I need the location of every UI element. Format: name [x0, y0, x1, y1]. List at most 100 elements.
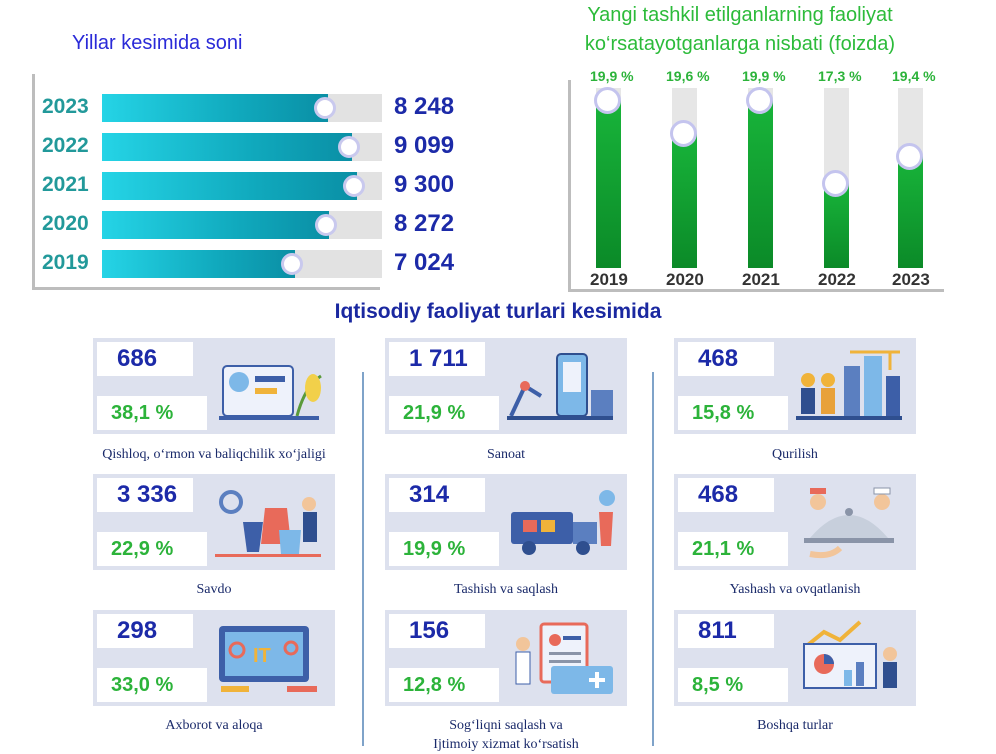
- logistics-illustration: [501, 482, 619, 564]
- sectors-title: Iqtisodiy faoliyat turlari kesimida: [334, 300, 662, 323]
- sector-percent: 15,8 %: [678, 396, 788, 430]
- sector-percent: 22,9 %: [97, 532, 207, 566]
- column-fill: [596, 100, 621, 268]
- healthcare-illustration: [501, 618, 619, 700]
- construction-illustration: [790, 346, 908, 428]
- sector-label: Qishloq, o‘rmon va baliqchilik xo‘jaligi: [83, 445, 345, 464]
- sector-label-line: Sog‘liqni saqlash va: [449, 718, 563, 733]
- sector-card: 468 21,1 %: [674, 474, 916, 570]
- bar-track: [102, 133, 382, 161]
- bar-knob: [343, 175, 365, 197]
- sector-label-line: Ijtimoiy xizmat ko‘rsatish: [433, 737, 579, 752]
- column-divider-left: [362, 372, 364, 746]
- bar-track: [102, 211, 382, 239]
- sector-label: Tashish va saqlash: [375, 580, 637, 599]
- right-chart-frame: [568, 80, 944, 292]
- column-year-label: 2019: [590, 270, 628, 289]
- sector-card: 3 336 22,9 %: [93, 474, 335, 570]
- bar-fill: [102, 172, 357, 200]
- bar-fill: [102, 133, 352, 161]
- column-value-label: 19,4 %: [892, 68, 936, 84]
- bar-year-label: 2023: [42, 95, 89, 118]
- sector-card: 811 8,5 %: [674, 610, 916, 706]
- column-divider-right: [652, 372, 654, 746]
- sector-label-line: Tashish va saqlash: [453, 582, 558, 597]
- bar-value-label: 8 248: [394, 93, 455, 120]
- shopping-illustration: [209, 482, 327, 564]
- sector-label: Yashash va ovqatlanish: [664, 580, 926, 599]
- bar-year-label: 2022: [42, 134, 89, 157]
- sector-label-line: Boshqa turlar: [757, 718, 833, 733]
- bar-value-label: 7 024: [394, 249, 455, 276]
- column-track: [594, 87, 621, 268]
- sector-percent: 8,5 %: [678, 668, 788, 702]
- sector-card: 686 38,1 %: [93, 338, 335, 434]
- sector-label: Sanoat: [375, 445, 637, 464]
- bar-year-label: 2019: [42, 251, 89, 274]
- column-knob: [822, 170, 849, 197]
- column-year-label: 2022: [818, 270, 856, 289]
- bar-value-label: 9 300: [394, 171, 455, 198]
- column-knob: [594, 87, 621, 114]
- analytics-illustration: [790, 618, 908, 700]
- sector-count: 314: [389, 478, 485, 512]
- bar-year-label: 2021: [42, 173, 89, 196]
- column-knob: [746, 87, 773, 114]
- sector-percent: 21,9 %: [389, 396, 499, 430]
- column-year-label: 2020: [666, 270, 704, 289]
- bar-track: [102, 94, 382, 122]
- sector-label: Qurilish: [664, 445, 926, 464]
- bar-fill: [102, 211, 329, 239]
- sector-percent: 38,1 %: [97, 396, 207, 430]
- bar-knob: [338, 136, 360, 158]
- svg-text:IT: IT: [253, 645, 271, 667]
- column-track: [822, 88, 849, 268]
- bar-value-label: 9 099: [394, 132, 455, 159]
- sector-label-line: Savdo: [196, 582, 232, 597]
- column-value-label: 19,6 %: [666, 68, 710, 84]
- left-chart-frame: [32, 74, 380, 290]
- left-chart-title: Yillar kesimida soni: [72, 32, 243, 54]
- bar-knob: [314, 97, 336, 119]
- column-fill: [672, 133, 697, 268]
- column-year-label: 2023: [892, 270, 930, 289]
- hospitality-illustration: [790, 482, 908, 564]
- bar-value-label: 8 272: [394, 210, 455, 237]
- column-value-label: 17,3 %: [818, 68, 862, 84]
- bar-track: [102, 172, 382, 200]
- column-knob: [896, 143, 923, 170]
- sector-label-line: Axborot va aloqa: [165, 718, 263, 733]
- sector-card: 1 711 21,9 %: [385, 338, 627, 434]
- sector-card: 468 15,8 %: [674, 338, 916, 434]
- sector-count: 1 711: [389, 342, 485, 376]
- column-track: [670, 88, 697, 268]
- sector-label: Boshqa turlar: [664, 716, 926, 735]
- bar-fill: [102, 94, 328, 122]
- sector-label: Sog‘liqni saqlash va Ijtimoiy xizmat ko‘r…: [375, 716, 637, 754]
- industry-illustration: [501, 346, 619, 428]
- column-year-label: 2021: [742, 270, 780, 289]
- sector-card: 314 19,9 %: [385, 474, 627, 570]
- bar-knob: [315, 214, 337, 236]
- bar-fill: [102, 250, 295, 278]
- bar-year-label: 2020: [42, 212, 89, 235]
- sector-label-line: Qishloq, o‘rmon va baliqchilik xo‘jaligi: [102, 447, 326, 462]
- it-illustration: IT: [209, 618, 327, 700]
- column-fill: [748, 100, 773, 268]
- column-value-label: 19,9 %: [590, 68, 634, 84]
- sector-count: 3 336: [97, 478, 193, 512]
- sector-count: 686: [97, 342, 193, 376]
- sector-label-line: Qurilish: [772, 447, 818, 462]
- bar-knob: [281, 253, 303, 275]
- sector-count: 468: [678, 342, 774, 376]
- sector-label: Axborot va aloqa: [83, 716, 345, 735]
- column-track: [896, 88, 923, 268]
- sector-count: 156: [389, 614, 485, 648]
- column-fill: [824, 183, 849, 268]
- sector-percent: 33,0 %: [97, 668, 207, 702]
- sector-count: 298: [97, 614, 193, 648]
- sector-count: 468: [678, 478, 774, 512]
- sector-percent: 21,1 %: [678, 532, 788, 566]
- sector-label-line: Yashash va ovqatlanish: [729, 582, 861, 597]
- sector-card: 156 12,8 %: [385, 610, 627, 706]
